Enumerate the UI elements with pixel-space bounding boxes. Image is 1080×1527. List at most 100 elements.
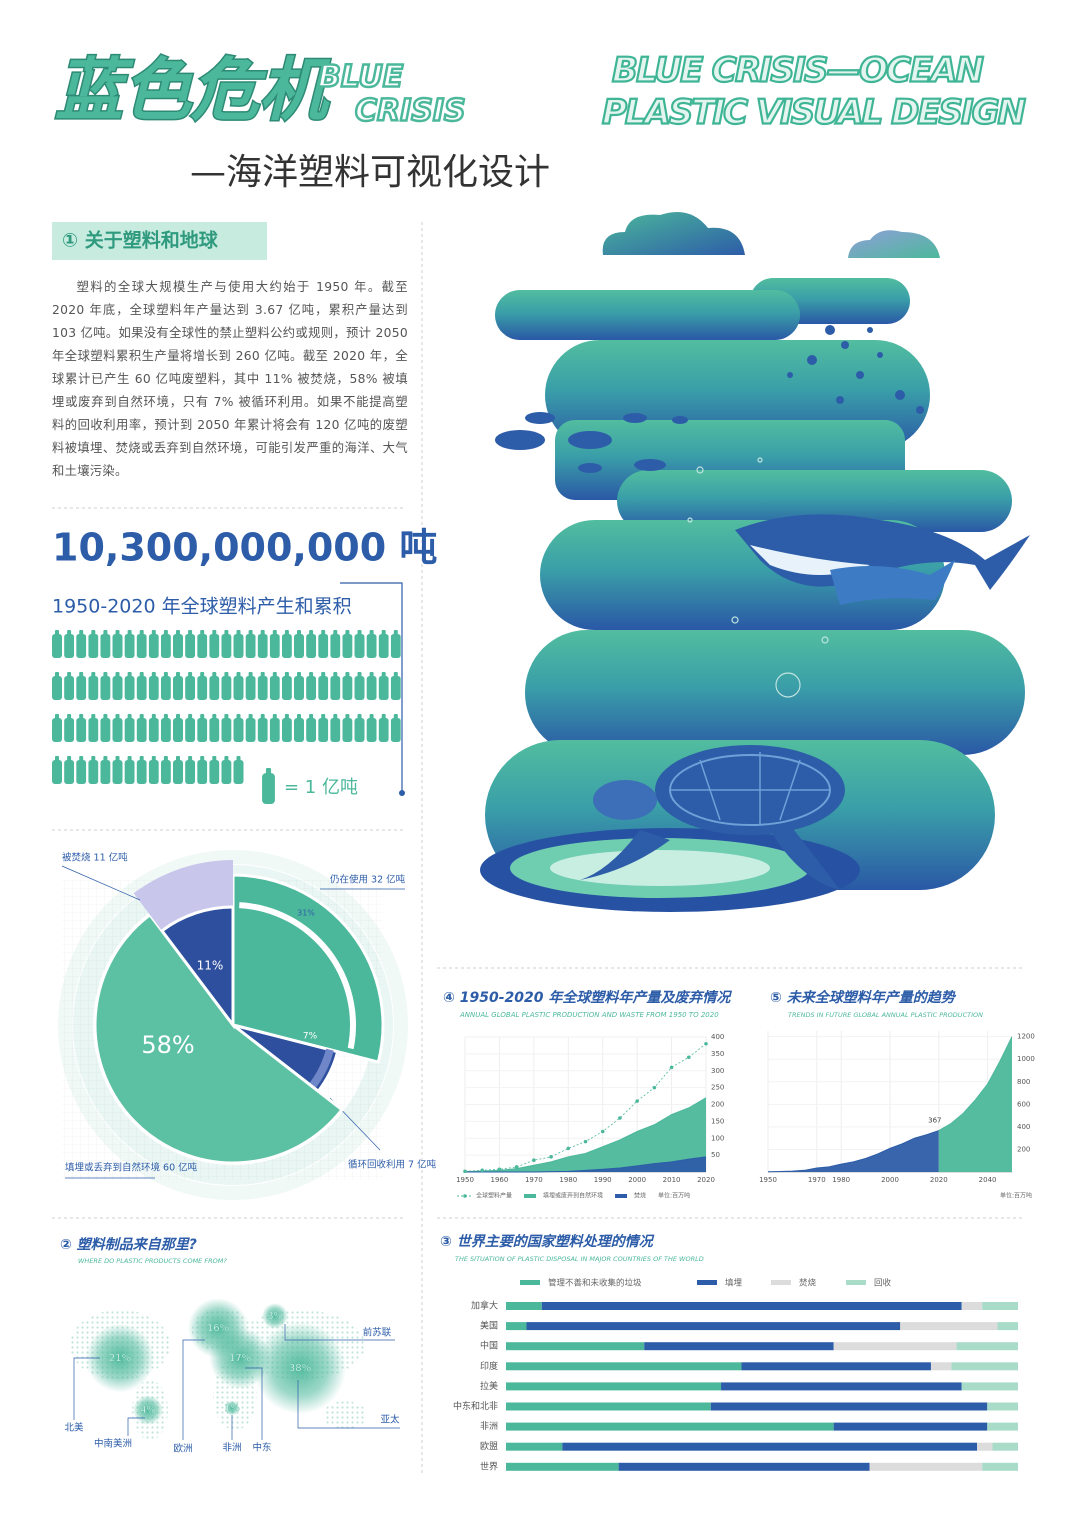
bar-segment [506, 1362, 742, 1371]
chart-subtitle: THE SITUATION OF PLASTIC DISPOSAL IN MAJ… [455, 1255, 704, 1263]
x-tick-label: 2010 [663, 1176, 681, 1184]
line-point [652, 1085, 657, 1090]
bottle [233, 630, 244, 658]
bar-segment [977, 1442, 993, 1451]
category-label: 世界 [480, 1460, 498, 1472]
leader-line [182, 1339, 205, 1440]
legend-swatch [520, 1280, 540, 1285]
x-tick-label: 1970 [808, 1176, 826, 1184]
pie-category-label: 仍在使用 32 亿吨 [330, 874, 406, 886]
bar-segment [506, 1462, 619, 1471]
pie-category-label: 循环回收利用 7 亿吨 [348, 1159, 437, 1171]
bar-segment [710, 1402, 988, 1411]
x-tick-label: 1970 [525, 1176, 543, 1184]
bar-segment [961, 1302, 983, 1310]
region-bubble [85, 1323, 155, 1393]
bottle [294, 672, 304, 700]
bottle [269, 630, 280, 658]
bottle [257, 630, 268, 658]
bar-segment [618, 1462, 870, 1471]
legend-label: 焚烧 [799, 1278, 817, 1289]
chart-title: ③ 世界主要的国家塑料处理的情况 [440, 1233, 655, 1250]
bottle [124, 714, 135, 742]
area-outline [465, 1156, 707, 1173]
chart-subtitle: WHERE DO PLASTIC PRODUCTS COME FROM? [78, 1257, 227, 1265]
legend-swatch [771, 1280, 791, 1285]
bottle [76, 756, 87, 784]
bar-segment [869, 1462, 983, 1471]
heading-box [52, 222, 267, 260]
title-en: CRISIS [355, 94, 466, 129]
bottle [390, 630, 401, 658]
big-number: 10,300,000,000 吨 [52, 526, 437, 570]
pie-slice [231, 873, 385, 1064]
bottle [173, 672, 183, 700]
x-tick-label: 1980 [559, 1176, 577, 1184]
unit-label: 单位:百万吨 [1000, 1192, 1032, 1200]
bar-segment [506, 1422, 834, 1431]
region-value: 17% [229, 1353, 251, 1364]
y-tick-label: 100 [711, 1134, 724, 1142]
x-tick-label: 1980 [832, 1176, 850, 1184]
bottle [52, 756, 62, 784]
bottle [136, 714, 147, 742]
bar-segment [644, 1342, 834, 1351]
legend-swatch [524, 1194, 537, 1198]
line-point [480, 1168, 485, 1173]
region-name: 中南美洲 [94, 1438, 132, 1450]
pie-value-label: 11% [197, 959, 224, 973]
bottle [136, 630, 147, 658]
leader-line [127, 1417, 145, 1436]
bottle [221, 756, 232, 784]
title-right: PLASTIC VISUAL DESIGN [602, 93, 1026, 133]
line-point [532, 1158, 536, 1162]
bottle [281, 672, 292, 700]
unit-label: 单位:百万吨 [658, 1192, 690, 1200]
intro-paragraph: 塑料的全球大规模生产与使用大约始于 1950 年。截至 2020 年底，全球塑料… [52, 280, 408, 478]
bottle [76, 630, 87, 658]
bottle [354, 672, 365, 700]
line-point [463, 1169, 467, 1174]
area-fill [465, 1097, 706, 1172]
y-tick-label: 600 [1017, 1100, 1030, 1108]
bottle [390, 714, 401, 742]
bottle [64, 630, 75, 658]
bottle [112, 630, 123, 658]
bottle [209, 630, 220, 658]
area-outline [767, 1130, 939, 1173]
region-value: 16% [207, 1323, 229, 1334]
bottle [100, 630, 111, 658]
x-tick-label: 1950 [456, 1176, 474, 1184]
line-point [514, 1165, 519, 1169]
bar-segment [833, 1342, 957, 1351]
area-fill [465, 1156, 706, 1172]
x-tick-label: 2000 [881, 1176, 899, 1184]
bottle [221, 630, 232, 658]
line-point [618, 1116, 622, 1120]
bar-segment [506, 1382, 722, 1391]
line-point [704, 1041, 708, 1046]
bottle [148, 714, 159, 742]
area-fill [938, 1036, 1012, 1172]
pie-ring [308, 1048, 334, 1089]
bar-segment [541, 1302, 962, 1310]
bottle [366, 672, 377, 700]
bottle [112, 756, 123, 784]
bottle [124, 756, 135, 784]
bottle [88, 672, 99, 700]
region-value: 38% [289, 1363, 311, 1374]
bottle [52, 630, 62, 658]
bar-segment [562, 1442, 978, 1451]
bar-segment [741, 1362, 931, 1371]
bottle [221, 714, 232, 742]
chart-title: ⑤ 未来全球塑料年产量的趋势 [770, 989, 957, 1006]
bottle [294, 630, 304, 658]
bottle [209, 672, 220, 700]
legend-label: 填埋或废弃到自然环境 [543, 1192, 603, 1200]
x-tick-label: 2000 [628, 1176, 646, 1184]
bottle [136, 672, 147, 700]
category-label: 美国 [480, 1320, 498, 1332]
chart-subtitle: ANNUAL GLOBAL PLASTIC PRODUCTION AND WAS… [459, 1011, 719, 1019]
bottle [76, 672, 87, 700]
